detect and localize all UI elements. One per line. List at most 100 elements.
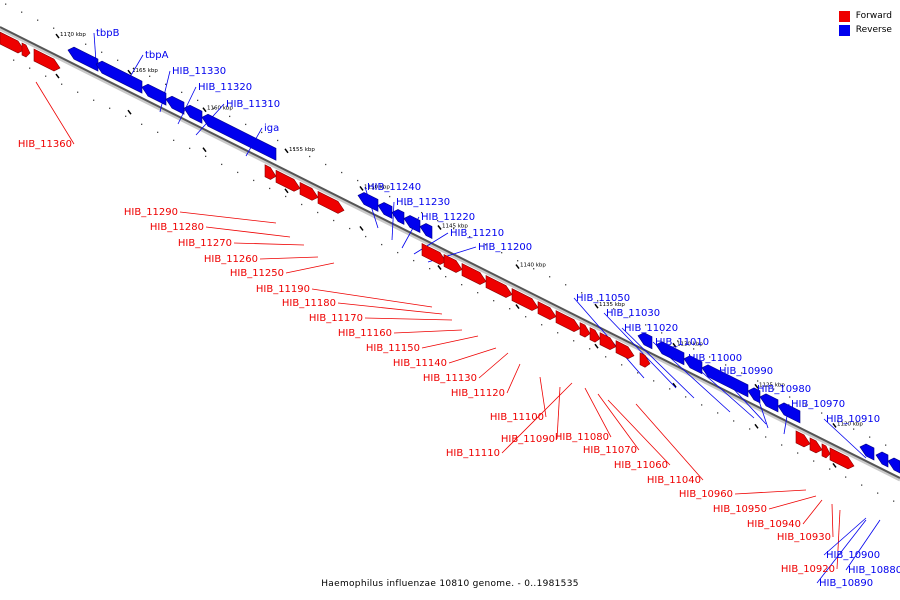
minor-dot — [821, 412, 823, 414]
leader-line — [391, 201, 395, 241]
minor-dot — [789, 396, 791, 398]
minor-dot — [61, 83, 63, 85]
gene-label: HIB_10940 — [747, 519, 801, 530]
leader-line — [831, 503, 834, 538]
forward-gene-arrow — [421, 242, 447, 265]
minor-dot — [573, 340, 575, 342]
leader-line — [413, 232, 449, 255]
minor-dot — [45, 75, 47, 77]
gene-label: HIB_10970 — [791, 399, 845, 410]
leader-line — [607, 399, 671, 466]
kbp-label: 1165 kbp — [132, 68, 158, 74]
gene-label: HIB_11020 — [624, 323, 678, 334]
minor-dot — [365, 235, 367, 238]
minor-dot — [245, 123, 247, 126]
minor-dot — [349, 227, 351, 230]
gene-label: HIB_10990 — [719, 366, 773, 377]
minor-dot — [381, 243, 383, 246]
minor-dot — [677, 340, 679, 342]
kbp-label: 1150 kbp — [364, 184, 390, 190]
leader-line — [635, 403, 704, 481]
minor-dot — [213, 107, 215, 110]
leader-line — [259, 256, 319, 260]
reverse-gene-arrow — [201, 113, 277, 161]
major-tick — [127, 69, 132, 75]
gene-label: HIB_11080 — [555, 432, 609, 443]
minor-dot — [581, 292, 583, 294]
gene-label: HIB_10890 — [819, 578, 873, 589]
minor-dot — [629, 316, 631, 318]
minor-dot — [661, 332, 663, 334]
leader-line — [364, 317, 453, 321]
major-tick — [594, 303, 599, 309]
forward-gene-arrow — [537, 301, 557, 320]
gene-label: HIB_11240 — [367, 182, 421, 193]
minor-dot — [413, 259, 415, 262]
minor-dot — [293, 147, 295, 150]
minor-dot — [501, 252, 503, 254]
reverse-gene-arrow — [777, 402, 801, 424]
minor-dot — [173, 139, 175, 141]
minor-dot — [845, 476, 847, 478]
gene-label: HIB_11190 — [256, 284, 310, 295]
legend: Forward Reverse — [838, 9, 892, 37]
reverse-gene-arrow — [377, 202, 393, 219]
leader-line — [836, 509, 841, 570]
forward-gene-arrow — [615, 340, 635, 360]
minor-dot — [589, 348, 591, 350]
forward-gene-arrow — [809, 437, 823, 454]
major-tick — [55, 33, 60, 39]
minor-dot — [549, 276, 551, 278]
minor-dot — [853, 428, 855, 430]
forward-swatch — [838, 10, 850, 22]
minor-dot — [189, 147, 191, 150]
forward-gene-arrow — [443, 254, 463, 273]
forward-gene-arrow — [275, 169, 301, 192]
minor-dot — [565, 284, 567, 286]
minor-dot — [533, 268, 535, 270]
forward-gene-arrow — [317, 190, 345, 214]
major-tick — [284, 188, 289, 194]
gene-label: HIB_11220 — [421, 212, 475, 223]
minor-dot — [645, 324, 647, 326]
minor-dot — [277, 139, 279, 142]
gene-label: HIB_11090 — [501, 434, 555, 445]
minor-dot — [733, 420, 735, 422]
minor-dot — [493, 300, 495, 302]
major-tick — [55, 73, 60, 79]
minor-dot — [421, 211, 423, 214]
minor-dot — [221, 163, 223, 166]
gene-label: HIB_11110 — [446, 448, 500, 459]
leader-line — [603, 312, 677, 389]
leader-line — [337, 302, 443, 315]
leader-line — [539, 376, 547, 418]
forward-gene-arrow — [461, 263, 487, 285]
gene-label: HIB_10920 — [781, 564, 835, 575]
minor-dot — [453, 228, 455, 230]
major-tick — [594, 343, 599, 349]
leader-line — [845, 519, 881, 571]
minor-dot — [333, 219, 335, 222]
kbp-label: 1145 kbp — [442, 223, 468, 229]
gene-label: HIB_10910 — [826, 414, 880, 425]
minor-dot — [669, 388, 671, 390]
minor-dot — [205, 155, 207, 158]
major-tick — [754, 423, 759, 429]
kbp-label: 1125 kbp — [759, 382, 785, 388]
minor-dot — [405, 203, 407, 206]
reverse-swatch — [838, 24, 850, 36]
minor-dot — [229, 115, 231, 118]
gene-label: HIB_10930 — [777, 532, 831, 543]
major-tick — [202, 107, 207, 113]
major-tick — [437, 265, 442, 270]
forward-gene-arrow — [821, 443, 831, 459]
major-tick — [832, 422, 837, 428]
gene-label: HIB_11360 — [18, 139, 72, 150]
gene-label: HIB_10980 — [757, 384, 811, 395]
minor-dot — [317, 211, 319, 214]
gene-label: tbpA — [145, 50, 169, 61]
gene-label: HIB_11000 — [688, 353, 742, 364]
gene-label: HIB_11290 — [124, 207, 178, 218]
